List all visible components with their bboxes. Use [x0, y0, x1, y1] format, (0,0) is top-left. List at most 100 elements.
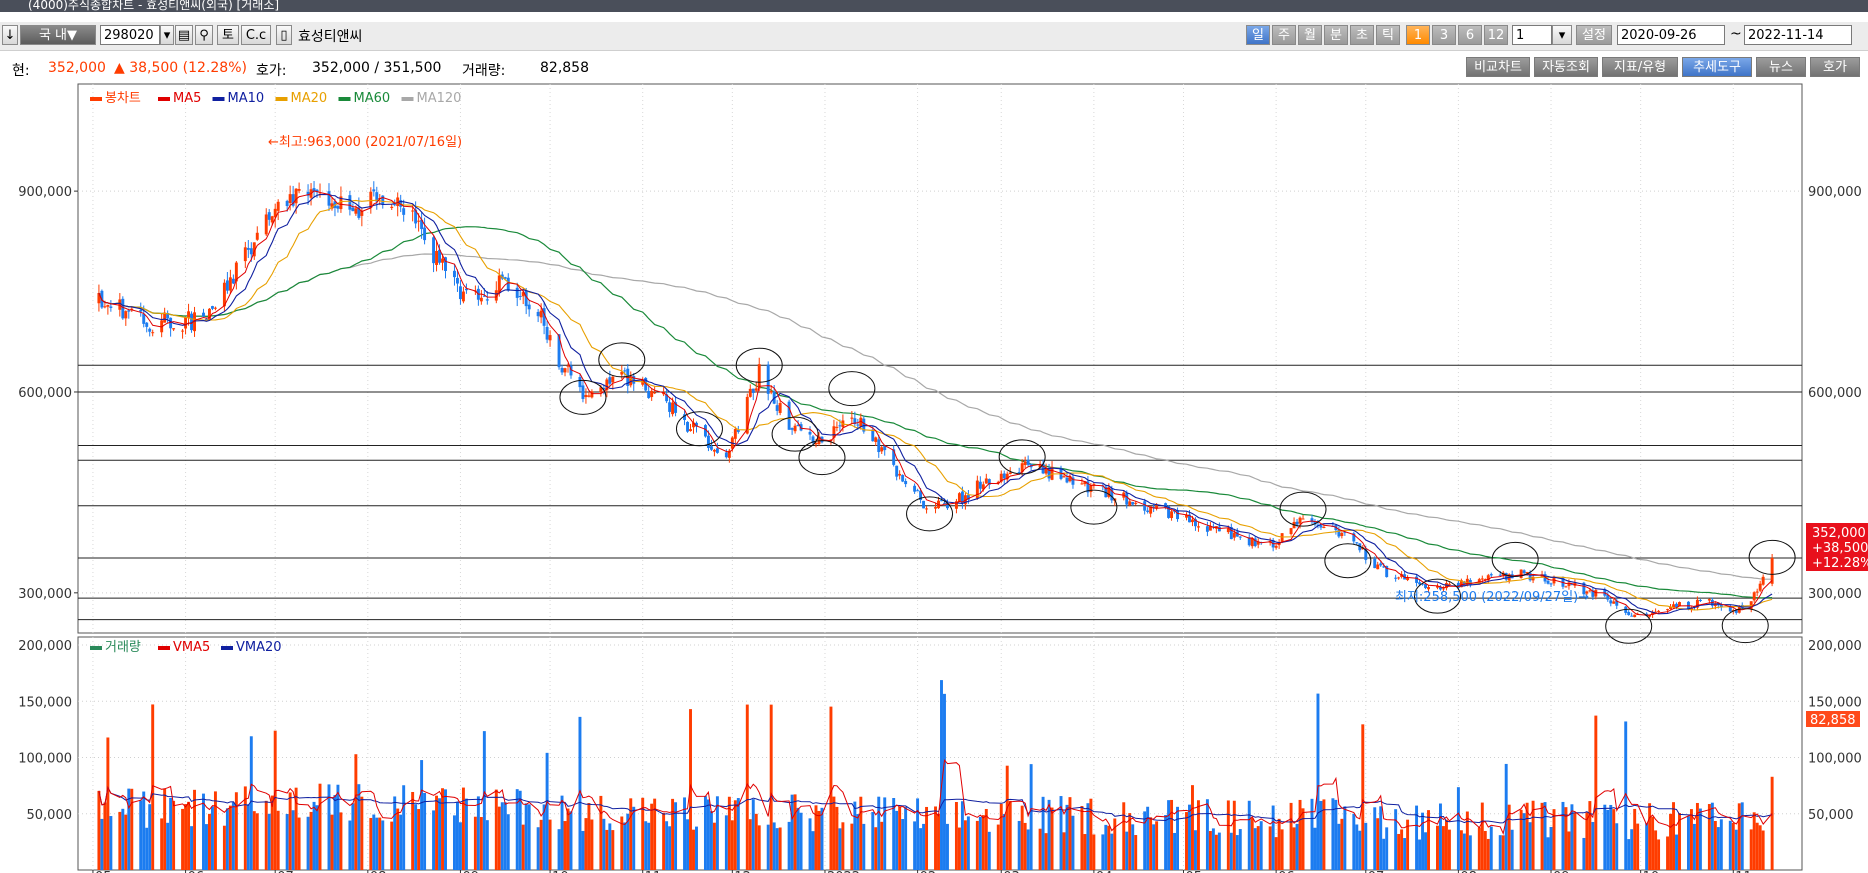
volume-bar [148, 804, 152, 870]
interval-3-button[interactable]: 3 [1432, 25, 1456, 45]
volume-bar [1170, 799, 1174, 870]
candle [563, 368, 567, 373]
volume-bar [1125, 831, 1129, 870]
candle [1164, 503, 1168, 508]
candle [1020, 463, 1024, 473]
volume-bar [769, 704, 773, 870]
auto-query-button[interactable]: 자동조회 [1534, 57, 1598, 77]
candle [587, 395, 591, 397]
price-legend-item-label: MA60 [354, 91, 391, 106]
code-dropdown-icon[interactable]: ▾ [160, 25, 174, 45]
compare-chart-button[interactable]: 비교차트 [1466, 57, 1530, 77]
volume-bar [689, 709, 692, 870]
x-tick-label: 12 [734, 870, 751, 873]
volume-ytick-right: 200,000 [1808, 639, 1862, 654]
candle [892, 449, 896, 465]
arrow-down-icon[interactable]: ↓ [2, 25, 18, 45]
volume-bar [1271, 805, 1275, 870]
indicator-type-button[interactable]: 지표/유형 [1602, 57, 1678, 77]
volume-bar [727, 796, 731, 870]
interval-6-button[interactable]: 6 [1458, 25, 1482, 45]
volume-bar [267, 813, 271, 870]
candle [1065, 477, 1069, 483]
candle [249, 248, 253, 255]
to-button[interactable]: 토 [217, 25, 239, 45]
news-button[interactable]: 뉴스 [1756, 57, 1806, 77]
volume-bar [1546, 837, 1550, 870]
stock-code-input[interactable]: 298020 [100, 25, 160, 45]
volume-ytick-right: 150,000 [1808, 695, 1862, 710]
candle [1728, 607, 1732, 612]
settings-button[interactable]: 설정 [1576, 25, 1612, 45]
candle [925, 508, 929, 510]
volume-bar [1689, 809, 1693, 870]
price-ytick-right: 600,000 [1808, 386, 1862, 401]
period-minute-tab[interactable]: 분 [1324, 25, 1348, 45]
candle [1698, 599, 1702, 601]
count-input[interactable]: 1 [1512, 25, 1552, 45]
volume-bar [874, 827, 878, 870]
volume-bar [249, 736, 253, 870]
candle [1038, 464, 1042, 468]
candle [228, 277, 232, 291]
end-date-input[interactable]: 2022-11-14 [1744, 25, 1852, 45]
toolbar: ↓ 국 내▼ 298020 ▾ ▤ ⚲ 토 C.c ▯ 효성티앤씨 일 주 월 … [0, 22, 1868, 51]
volume-bar [1358, 830, 1362, 870]
candle [671, 402, 675, 415]
volume-bar [291, 810, 295, 870]
candle [1591, 590, 1595, 597]
period-day-tab[interactable]: 일 [1246, 25, 1270, 45]
candle [1675, 603, 1678, 608]
candle [1128, 501, 1132, 506]
volume-bar [853, 801, 857, 870]
stock-chart[interactable]: 900,000 900,000 600,000 600,000 300,000 300,0… [0, 83, 1868, 873]
volume-bar [1152, 824, 1156, 870]
candle [695, 422, 698, 427]
candle [1427, 587, 1430, 590]
candle [1256, 541, 1260, 545]
quote-button[interactable]: 호가 [1810, 57, 1860, 77]
volume-bar [963, 820, 967, 870]
volume-legend-item-swatch [90, 646, 102, 650]
period-second-tab[interactable]: 초 [1350, 25, 1374, 45]
candle [1749, 601, 1753, 609]
candle [193, 312, 196, 332]
volume-bar [1498, 835, 1502, 870]
volume-bar [775, 828, 779, 870]
trend-tool-button[interactable]: 추세도구 [1682, 57, 1752, 77]
volume-bar [943, 693, 946, 870]
volume-bar [1068, 797, 1072, 870]
candle [793, 425, 797, 432]
volume-bar [1185, 812, 1188, 870]
candle [581, 385, 585, 399]
list-icon[interactable]: ▤ [175, 25, 193, 45]
cc-button[interactable]: C.c [241, 25, 271, 45]
volume-bar [895, 810, 899, 870]
volume-legend-item-swatch [221, 646, 233, 650]
period-tick-tab[interactable]: 틱 [1376, 25, 1400, 45]
candle [1274, 545, 1278, 548]
candle [1654, 611, 1658, 613]
count-dropdown-icon[interactable]: ▾ [1552, 25, 1572, 45]
candle [895, 465, 899, 477]
market-select[interactable]: 국 내▼ [20, 25, 96, 45]
volume-bar [683, 797, 687, 870]
candle [1191, 519, 1194, 523]
interval-12-button[interactable]: 12 [1484, 25, 1508, 45]
interval-1-button[interactable]: 1 [1406, 25, 1430, 45]
candle [674, 402, 678, 413]
volume-bar [1107, 825, 1111, 870]
volume-bar [1104, 824, 1108, 870]
period-week-tab[interactable]: 주 [1272, 25, 1296, 45]
candle [853, 418, 857, 425]
start-date-input[interactable]: 2020-09-26 [1617, 25, 1725, 45]
volume-bar [1752, 812, 1756, 870]
volume-bar [901, 819, 905, 870]
search-icon[interactable]: ⚲ [195, 25, 213, 45]
period-month-tab[interactable]: 월 [1298, 25, 1322, 45]
volume-bar [1594, 715, 1598, 870]
stock-info-icon[interactable]: ▯ [276, 25, 292, 45]
price-legend-item-swatch [90, 97, 102, 101]
candle [1071, 477, 1075, 485]
volume-bar [1071, 815, 1075, 870]
